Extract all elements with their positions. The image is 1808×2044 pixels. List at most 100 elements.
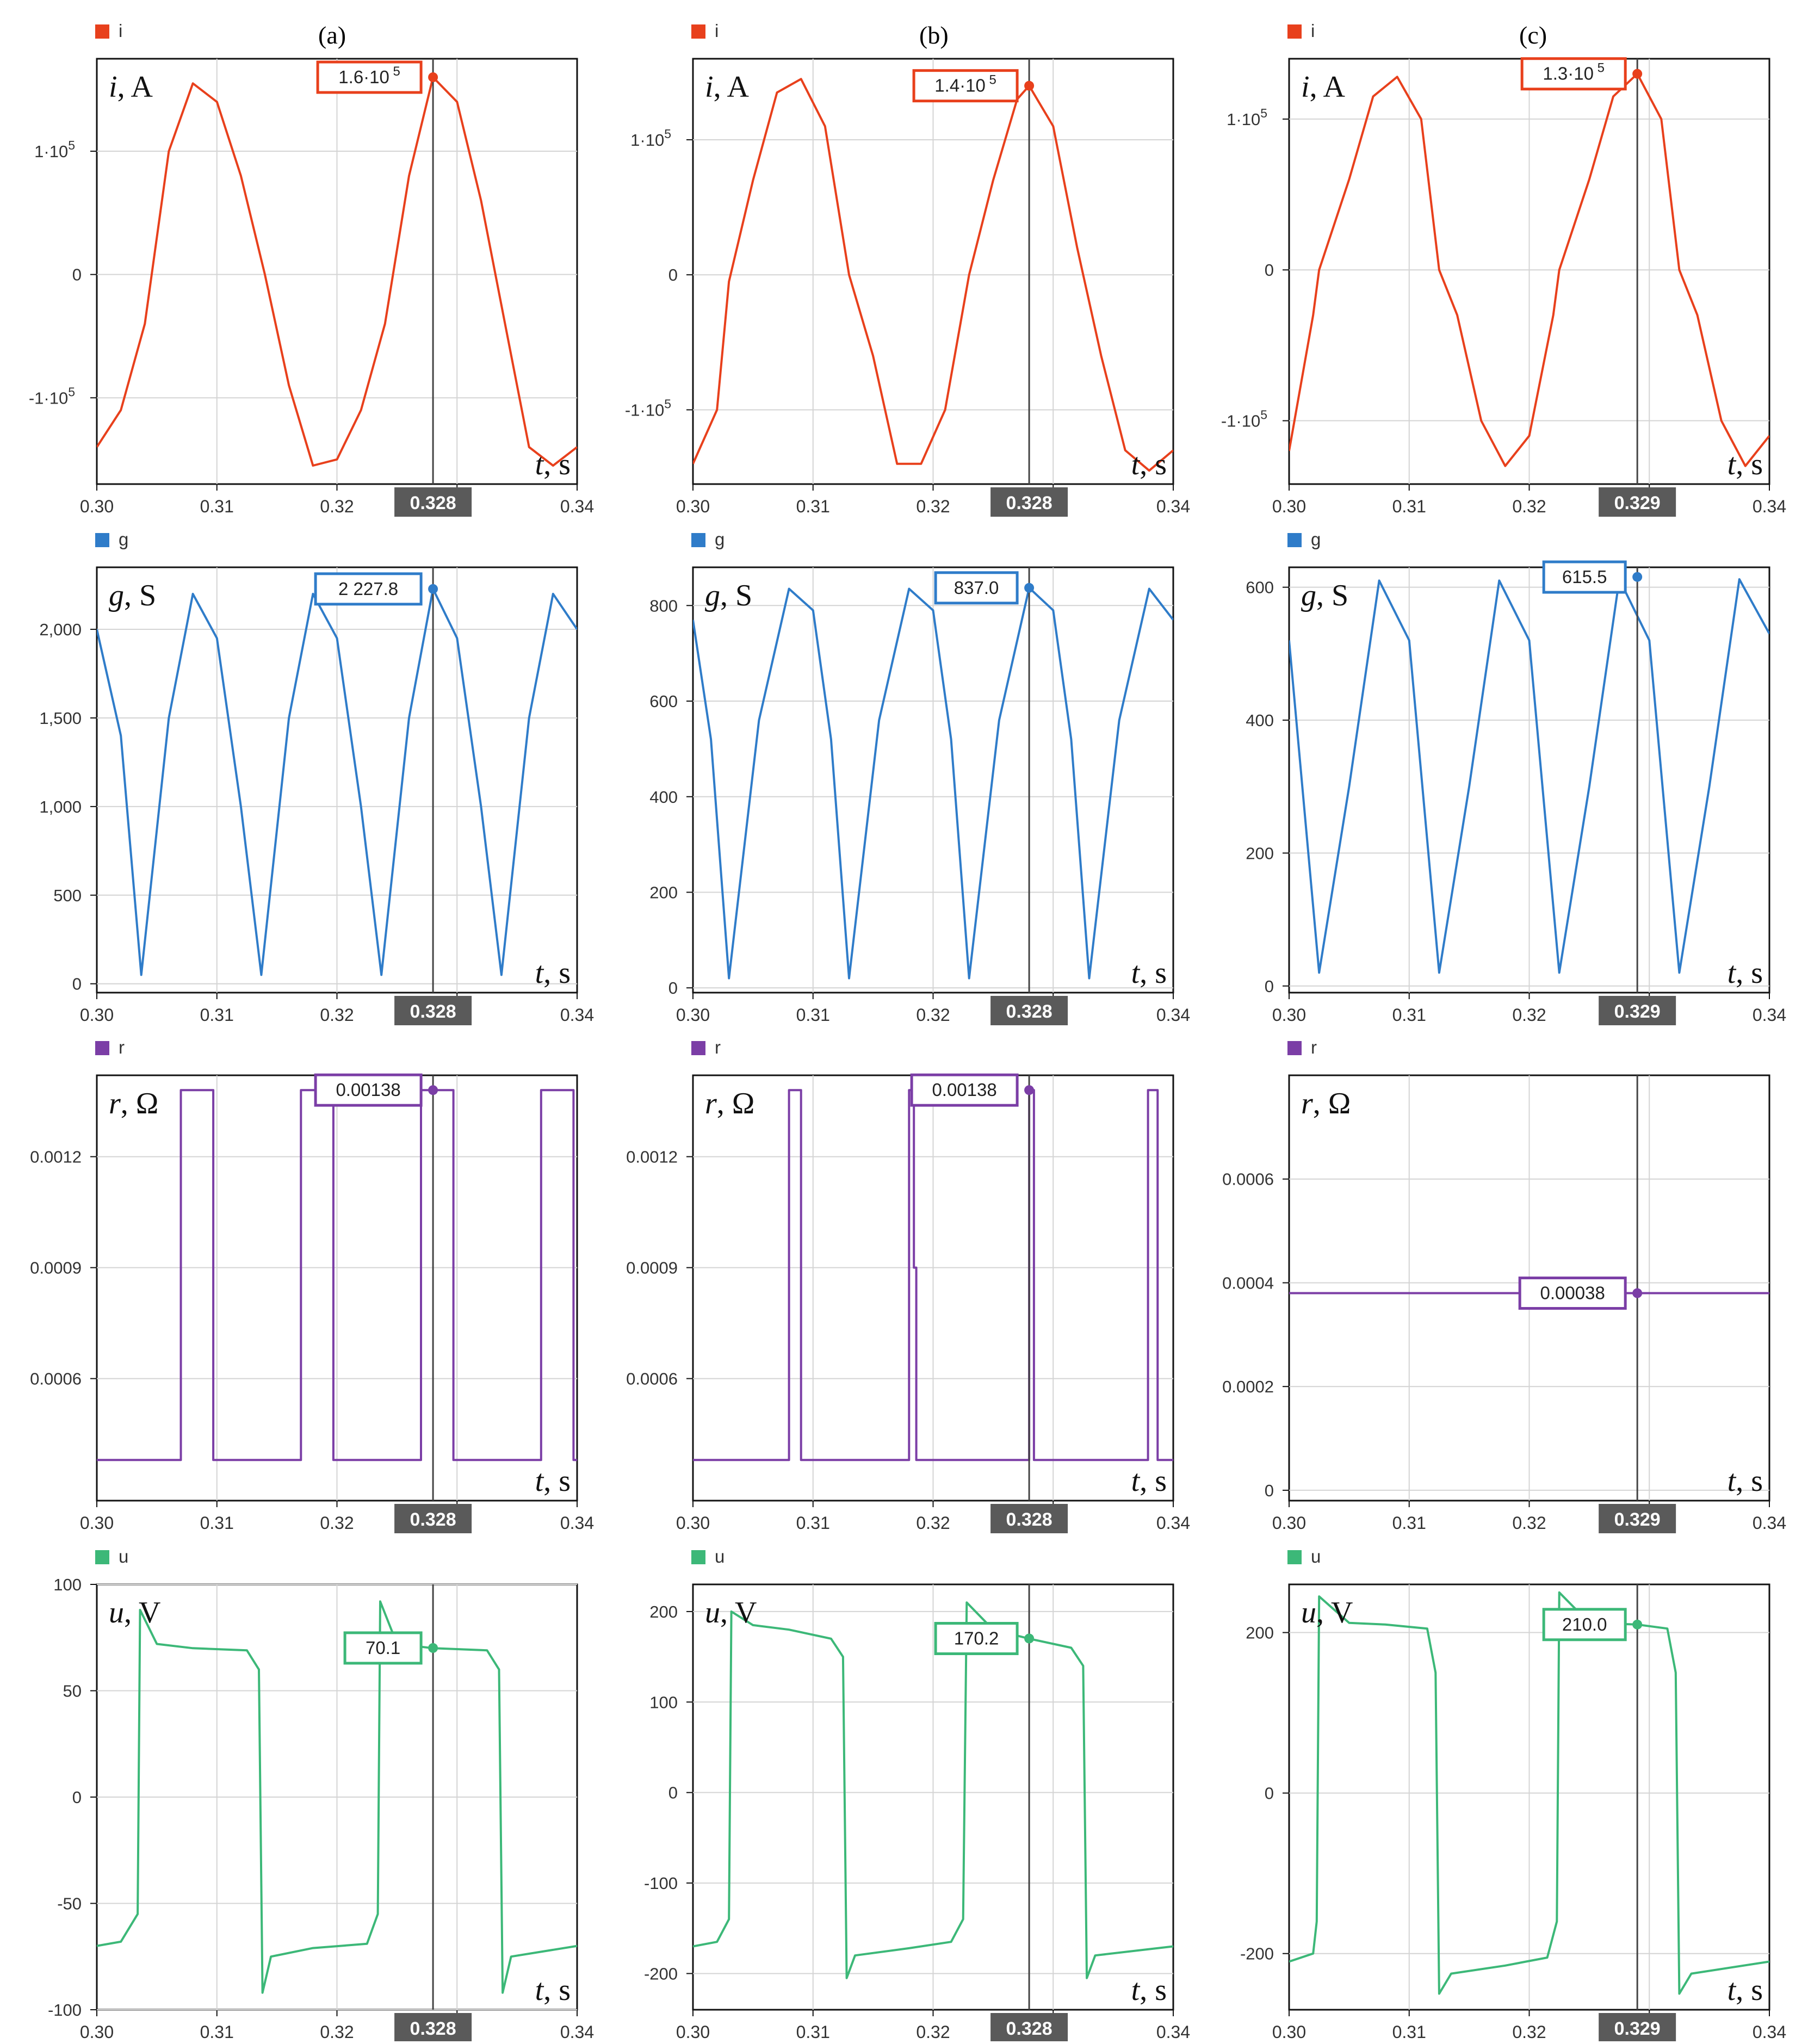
value-callout-text: 210.0 xyxy=(1562,1614,1607,1634)
series-line-g xyxy=(1289,578,1769,974)
y-tick-label: 0.0006 xyxy=(30,1370,82,1389)
y-tick-label: 0 xyxy=(668,978,678,998)
cursor-time-tag xyxy=(990,2013,1068,2042)
y-axis-title: u, V xyxy=(109,1596,160,1630)
cursor-point xyxy=(428,584,438,594)
y-tick-label: 0.0006 xyxy=(1222,1170,1274,1189)
y-tick-label: 0 xyxy=(1265,261,1274,280)
x-axis-title: t, s xyxy=(535,1464,571,1498)
y-axis-title: g, S xyxy=(1301,579,1348,612)
cursor-time-label: 0.329 xyxy=(1614,2018,1661,2039)
cursor-time-label: 0.328 xyxy=(1006,1509,1052,1530)
x-axis-title: t, s xyxy=(1131,956,1167,990)
cursor-point xyxy=(428,1643,438,1653)
y-tick-label: 200 xyxy=(649,1602,678,1621)
x-tick-label: 0.31 xyxy=(1392,497,1426,516)
y-tick-label: 600 xyxy=(649,692,678,711)
legend-swatch xyxy=(95,1550,109,1564)
cursor-point xyxy=(428,72,438,82)
x-tick-label: 0.31 xyxy=(200,497,234,516)
legend-swatch xyxy=(1287,1550,1302,1564)
series-line-g xyxy=(97,587,577,976)
cursor-time-label: 0.328 xyxy=(1006,2018,1052,2039)
cursor-point xyxy=(1632,69,1643,79)
y-tick-label: 0.0012 xyxy=(30,1148,82,1167)
legend-label: g xyxy=(1311,529,1321,549)
y-axis-title: r, Ω xyxy=(705,1087,754,1120)
chart-panel-g-2: g 0.30 0.31 0.32 0.34 0 200 400 600 615.5 0.329 g, … xyxy=(1246,529,1786,1025)
y-tick-label: 100 xyxy=(53,1575,82,1594)
legend-label: u xyxy=(715,1546,725,1566)
value-callout-text: 0.00138 xyxy=(932,1080,996,1100)
value-callout-box xyxy=(934,1621,1019,1655)
x-tick-label: 0.30 xyxy=(1272,2022,1306,2041)
value-callout-box xyxy=(343,1631,423,1665)
x-tick-label: 0.34 xyxy=(1753,2022,1786,2041)
y-tick-label: 0.0009 xyxy=(30,1259,82,1278)
y-tick-label: 600 xyxy=(1246,578,1274,597)
y-tick-label: 200 xyxy=(649,883,678,902)
value-callout-text: 0.00038 xyxy=(1540,1283,1605,1303)
cursor-time-tag xyxy=(1599,2013,1676,2042)
series-line-u xyxy=(97,1600,577,1994)
legend-label: g xyxy=(119,529,128,549)
legend-swatch xyxy=(95,24,109,39)
cursor-time-tag xyxy=(1599,1504,1676,1533)
y-tick-label: -200 xyxy=(1240,1944,1274,1964)
cursor-time-tag xyxy=(394,996,472,1025)
y-tick-label: 400 xyxy=(649,788,678,807)
legend-swatch xyxy=(1287,533,1302,547)
x-tick-label: 0.31 xyxy=(796,1513,830,1533)
cursor-time-label: 0.328 xyxy=(410,1509,456,1530)
value-callout-text: 170.2 xyxy=(954,1628,999,1648)
x-tick-label: 0.31 xyxy=(200,2022,234,2041)
y-axis-title: i, A xyxy=(109,70,153,104)
y-tick-label: 1,000 xyxy=(39,797,82,816)
x-tick-label: 0.30 xyxy=(80,2022,114,2041)
value-callout-text: 0.00138 xyxy=(336,1080,400,1100)
y-tick-label: 0.0009 xyxy=(626,1259,678,1278)
x-tick-label: 0.30 xyxy=(1272,1513,1306,1533)
y-tick-label: -1·105 xyxy=(29,385,75,407)
x-tick-label: 0.34 xyxy=(1156,1005,1190,1025)
panel-letter-c: (c) xyxy=(1519,21,1547,49)
cursor-time-label: 0.329 xyxy=(1614,1001,1661,1022)
x-tick-label: 0.34 xyxy=(560,2022,594,2041)
cursor-time-tag xyxy=(394,487,472,517)
x-tick-label: 0.30 xyxy=(80,1005,114,1025)
x-tick-label: 0.32 xyxy=(1512,1005,1546,1025)
cursor-time-label: 0.328 xyxy=(1006,493,1052,513)
x-tick-label: 0.31 xyxy=(200,1513,234,1533)
y-tick-label: 1,500 xyxy=(39,709,82,728)
y-tick-label: 0 xyxy=(1265,1784,1274,1803)
chart-panel-u-1: u 0.30 0.31 0.32 0.34 -200 -100 0 100 200 170.2 0.3… xyxy=(644,1546,1190,2042)
x-axis-title: t, s xyxy=(1131,1464,1167,1498)
panel-letter-b: (b) xyxy=(919,21,949,49)
y-tick-label: 200 xyxy=(1246,844,1274,863)
legend-swatch xyxy=(691,24,705,39)
value-callout-box xyxy=(1542,560,1627,594)
x-tick-label: 0.34 xyxy=(560,1513,594,1533)
y-tick-label: 0.0012 xyxy=(626,1148,678,1167)
x-axis-title: t, s xyxy=(1727,448,1763,481)
y-tick-label: 0 xyxy=(1265,1481,1274,1500)
x-tick-label: 0.34 xyxy=(1156,1513,1190,1533)
x-tick-label: 0.30 xyxy=(676,2022,710,2041)
legend-label: r xyxy=(1311,1037,1317,1057)
cursor-time-tag xyxy=(990,487,1068,517)
series-line-g xyxy=(693,586,1173,980)
y-tick-label: 0 xyxy=(1265,977,1274,996)
legend-swatch xyxy=(691,1550,705,1564)
value-callout-box xyxy=(316,60,423,94)
cursor-point xyxy=(1632,1619,1643,1630)
x-axis-title: t, s xyxy=(1131,1973,1167,2007)
cursor-time-tag xyxy=(990,996,1068,1025)
x-tick-label: 0.31 xyxy=(796,497,830,516)
y-tick-label: 400 xyxy=(1246,711,1274,730)
legend-label: i xyxy=(119,21,122,41)
y-tick-label: 0 xyxy=(668,1783,678,1803)
x-tick-label: 0.30 xyxy=(1272,497,1306,516)
cursor-time-label: 0.328 xyxy=(1006,1001,1052,1022)
series-line-u xyxy=(1289,1591,1769,1995)
